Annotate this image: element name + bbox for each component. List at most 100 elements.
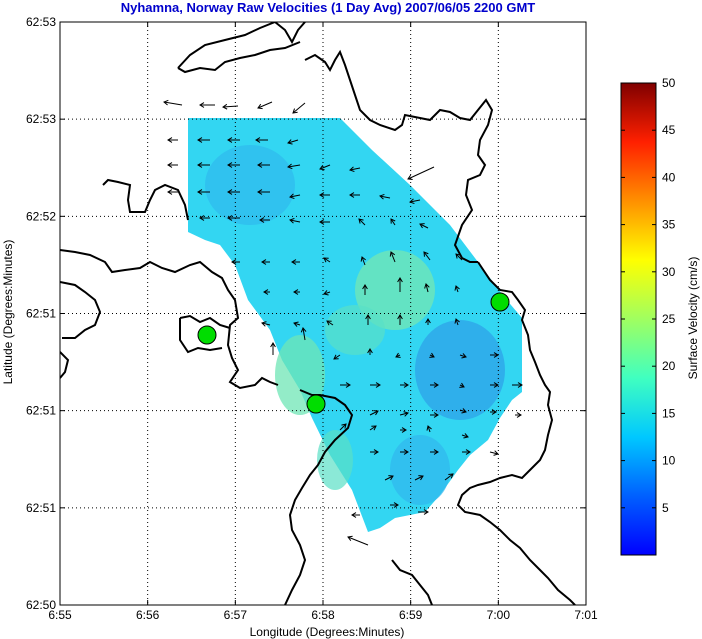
colorbar-tick-label: 30: [662, 265, 676, 279]
velocity-arrow: [257, 101, 273, 110]
velocity-arrow: [367, 348, 373, 355]
velocity-arrow: [400, 382, 409, 388]
velocity-arrow: [365, 314, 371, 325]
x-tick-label: 7:00: [487, 608, 511, 622]
velocity-arrow: [231, 259, 240, 265]
velocity-arrow: [399, 411, 409, 417]
velocity-arrow: [257, 162, 270, 168]
velocity-arrow: [349, 192, 360, 198]
velocity-arrow: [370, 382, 381, 388]
velocity-arrow: [424, 283, 430, 293]
colorbar-tick-label: 50: [662, 76, 676, 90]
velocity-arrow: [430, 412, 439, 418]
velocity-arrow: [459, 382, 465, 388]
velocity-arrow: [293, 289, 300, 295]
velocity-arrow: [423, 251, 431, 261]
velocity-arrow: [419, 223, 429, 229]
velocity-arrow: [426, 425, 432, 433]
y-tick-label: 62:51: [26, 404, 56, 418]
y-tick-label: 62:51: [26, 307, 56, 321]
x-axis-label: Longitude (Degrees:Minutes): [250, 625, 405, 639]
velocity-arrow: [261, 259, 270, 265]
velocity-arrow: [418, 509, 429, 515]
x-tick-label: 6:57: [224, 608, 248, 622]
velocity-arrow: [400, 427, 407, 433]
velocity-arrow: [407, 166, 435, 181]
velocity-arrow: [490, 352, 499, 358]
velocity-arrow: [351, 512, 360, 518]
velocity-arrow: [395, 352, 401, 358]
velocity-arrow: [409, 198, 421, 205]
velocity-arrow: [289, 193, 301, 200]
y-tick-label: 62:53: [26, 15, 56, 29]
velocity-arrow: [349, 166, 361, 173]
velocity-arrow: [390, 502, 399, 508]
velocity-arrow: [319, 192, 330, 198]
velocity-arrow: [370, 449, 379, 455]
velocity-arrow: [319, 164, 331, 171]
velocity-arrow: [340, 382, 351, 388]
velocity-arrow: [199, 102, 215, 108]
velocity-arrow: [287, 163, 301, 170]
y-tick-label: 62:50: [26, 598, 56, 612]
velocity-arrow: [425, 318, 431, 325]
field-patch: [325, 305, 385, 355]
velocity-arrow: [167, 137, 178, 143]
field-patch: [317, 430, 353, 490]
velocity-arrows: [163, 99, 523, 546]
colorbar-label: Surface Velocity (cm/s): [686, 257, 700, 380]
x-axis: 6:55 6:56 6:57 6:58 6:59 7:00 7:01: [48, 22, 598, 622]
velocity-arrow: [227, 137, 240, 143]
velocity-arrow: [163, 99, 183, 106]
colorbar-tick-label: 35: [662, 218, 676, 232]
velocity-arrow: [459, 408, 467, 414]
chart-title: Nyhamna, Norway Raw Velocities (1 Day Av…: [121, 0, 536, 15]
velocity-arrow: [222, 103, 239, 110]
velocity-arrow: [293, 321, 301, 327]
velocity-arrow: [461, 433, 469, 439]
velocity-arrow: [444, 473, 454, 481]
field-patch: [355, 250, 435, 330]
velocity-arrow: [199, 215, 210, 221]
velocity-arrow: [459, 353, 467, 359]
velocity-arrow: [462, 449, 471, 455]
velocity-arrow: [397, 314, 403, 325]
velocity-arrow: [430, 382, 439, 388]
field-patch: [390, 435, 450, 505]
velocity-arrow: [455, 253, 463, 261]
coastline: [60, 22, 576, 605]
velocity-arrow: [512, 382, 523, 388]
velocity-arrow: [360, 256, 366, 266]
y-axis-label: Latitude (Degrees:Minutes): [1, 240, 15, 385]
velocity-arrow: [369, 425, 377, 431]
velocity-arrow: [362, 284, 368, 295]
velocity-arrow: [197, 137, 210, 143]
y-tick-label: 62:51: [26, 501, 56, 515]
colorbar-tick-label: 40: [662, 170, 676, 184]
velocity-arrow: [429, 352, 435, 358]
velocity-arrow: [227, 189, 240, 195]
colorbar-ticks: 5 10 15 20 25 30 35 40 45 50: [621, 76, 676, 515]
y-axis: 62:50 62:51 62:51 62:51 62:52 62:53 62:53: [26, 15, 586, 612]
velocity-arrow: [414, 475, 424, 481]
velocity-arrow: [289, 217, 301, 224]
x-tick-label: 6:59: [399, 608, 423, 622]
velocity-arrow: [259, 217, 270, 223]
velocity-arrow: [397, 277, 403, 292]
velocity-arrow: [287, 139, 299, 145]
colorbar: [620, 82, 657, 556]
velocity-arrow: [227, 162, 240, 168]
velocity-arrow: [489, 450, 499, 456]
velocity-arrow: [333, 354, 341, 360]
colorbar-tick-label: 25: [662, 312, 676, 326]
velocity-arrow: [326, 320, 334, 326]
velocity-arrow: [400, 449, 409, 455]
velocity-arrow: [227, 215, 240, 221]
velocity-arrow: [261, 321, 271, 327]
velocity-arrow: [515, 412, 522, 418]
velocity-arrow: [270, 342, 276, 355]
colorbar-tick-label: 10: [662, 454, 676, 468]
velocity-arrow: [197, 189, 210, 195]
velocity-arrow: [454, 318, 460, 326]
